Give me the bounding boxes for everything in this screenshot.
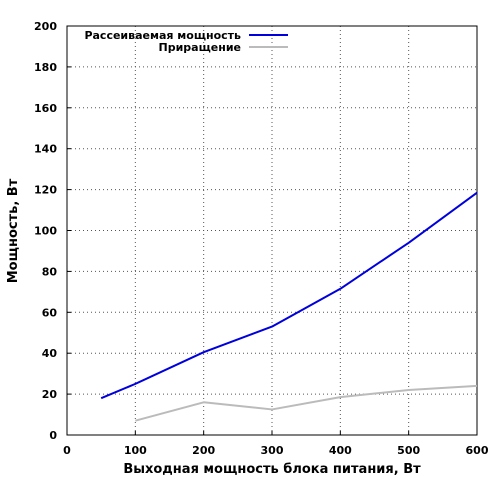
y-tick-label: 100 <box>34 225 57 238</box>
grid-lines <box>67 26 477 435</box>
y-tick-label: 40 <box>42 347 58 360</box>
y-tick-label: 20 <box>42 388 58 401</box>
x-tick-label: 200 <box>192 444 215 457</box>
y-tick-label: 0 <box>49 429 57 442</box>
y-tick-label: 60 <box>42 306 58 319</box>
y-tick-label: 80 <box>42 265 58 278</box>
y-tick-label: 180 <box>34 61 57 74</box>
y-tick-label: 120 <box>34 184 57 197</box>
x-axis-title: Выходная мощность блока питания, Вт <box>123 462 421 477</box>
y-axis-title: Мощность, Вт <box>6 178 21 283</box>
x-tick-label: 0 <box>63 444 71 457</box>
x-tick-label: 600 <box>466 444 489 457</box>
legend-label-1: Рассеиваемая мощность <box>84 29 241 42</box>
y-tick-label: 200 <box>34 20 57 33</box>
y-tick-label: 140 <box>34 143 57 156</box>
series-line-2 <box>135 384 478 422</box>
x-tick-label: 500 <box>397 444 420 457</box>
series-layer <box>100 191 478 422</box>
x-tick-label: 400 <box>329 444 352 457</box>
axis-ticks: 0 100 200 300 400 500 600 0 20 40 60 80 100 120 140 160… <box>34 20 489 457</box>
y-tick-label: 160 <box>34 102 57 115</box>
x-tick-label: 300 <box>261 444 284 457</box>
legend-label-2: Приращение <box>159 41 241 54</box>
series-line-1 <box>100 191 478 400</box>
x-tick-label: 100 <box>124 444 147 457</box>
